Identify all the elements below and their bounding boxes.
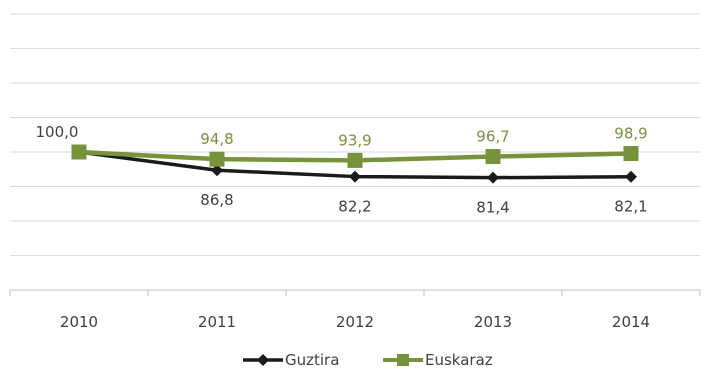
data-point-marker [211,164,223,177]
data-point-marker [347,152,363,168]
legend-marker [397,354,409,366]
data-label-euskaraz: 96,7 [476,128,509,146]
x-axis: 2010 2011 2012 2013 2014 [9,289,701,331]
data-label-guztira: 82,2 [338,198,371,216]
data-label-euskaraz: 93,9 [338,131,371,149]
x-tick-label: 2011 [198,313,236,331]
x-tick-label: 2014 [612,313,650,331]
data-label-euskaraz: 98,9 [614,125,647,143]
legend-label-guztira: Guztira [285,351,339,369]
x-tick-label: 2012 [336,313,374,331]
x-tick-label: 2010 [60,313,98,331]
legend-marker [257,354,269,366]
data-point-marker [625,170,637,183]
data-point-marker [485,149,501,165]
data-label-guztira: 82,1 [614,198,647,216]
data-labels: 100,0 94,8 93,9 96,7 98,9 86,8 82,2 81,4 82,1 [36,123,648,217]
data-label-euskaraz: 94,8 [200,130,233,148]
data-label-guztira: 81,4 [476,199,509,217]
gridlines [10,13,700,256]
series-markers [71,144,639,184]
legend: Guztira Euskaraz [243,351,493,369]
data-point-marker [71,144,87,160]
data-point-marker [487,171,499,184]
data-label-euskaraz: 100,0 [36,123,79,141]
data-point-marker [623,146,639,162]
data-point-marker [349,170,361,183]
data-label-guztira: 86,8 [200,191,233,209]
data-point-marker [209,151,225,167]
legend-label-euskaraz: Euskaraz [425,351,493,369]
x-tick-label: 2013 [474,313,512,331]
